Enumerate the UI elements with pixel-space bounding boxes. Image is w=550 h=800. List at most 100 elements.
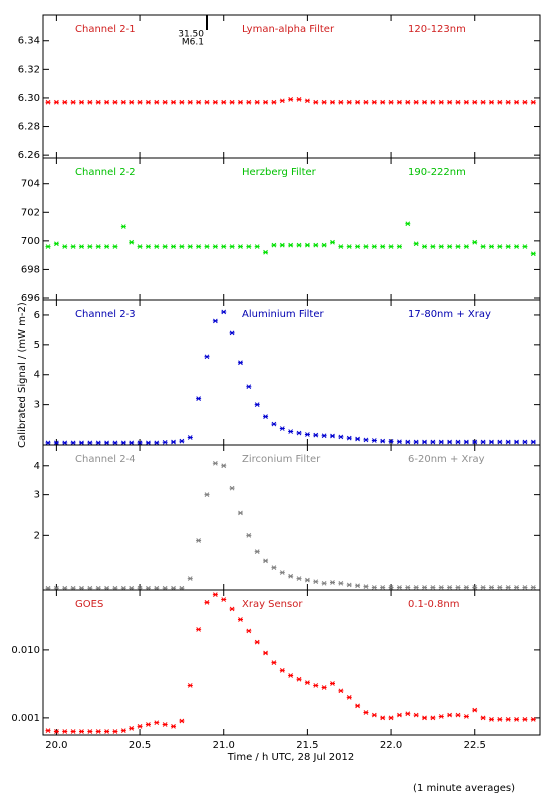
data-point [338,434,344,440]
x-tick-label: 20.5 [129,740,151,751]
data-point [371,712,377,718]
data-point [405,585,411,590]
data-point [530,99,536,105]
data-point [304,577,310,583]
panel-label: 190-222nm [408,167,466,178]
data-point [179,99,185,105]
data-point [463,439,469,445]
data-point [338,244,344,249]
data-point [95,99,101,105]
data-point [447,585,453,590]
data-point [422,244,428,249]
data-point [430,585,436,590]
data-point [120,728,126,733]
data-point [488,439,494,445]
data-point [363,244,369,249]
data-point [455,712,461,718]
data-point [45,244,51,249]
data-point [447,244,453,249]
data-point [530,717,536,722]
flare-time: 31.50 [178,30,204,40]
data-point [522,439,528,445]
data-point [70,244,76,249]
y-tick-label: 698 [21,264,40,275]
data-point [62,729,68,734]
data-point [263,414,269,419]
data-point [413,712,419,718]
data-point [254,244,260,249]
data-point [413,439,419,445]
data-point [187,576,193,581]
data-point [145,722,151,727]
data-point [396,585,402,590]
data-point [380,99,386,105]
panel-label: Channel 2-3 [75,309,136,320]
data-point [514,585,520,590]
data-point [45,99,51,105]
data-point [237,99,243,105]
data-point [271,242,277,248]
data-point [120,224,126,229]
data-point [229,606,235,612]
data-point [129,726,135,731]
panel-label: 6-20nm + Xray [408,454,485,465]
data-point [279,242,285,248]
data-point [254,549,260,554]
panel-label: Aluminium Filter [242,309,325,320]
data-point [480,99,486,105]
data-point [221,309,227,315]
y-tick-label: 6.34 [18,36,40,47]
data-point [363,99,369,105]
data-point [380,244,386,249]
data-point [271,565,277,570]
data-point [288,573,294,579]
y-tick-label: 3 [34,400,40,411]
data-point [371,585,377,590]
y-axis-label: Calibrated Signal / (mW m-2) [17,302,28,448]
y-tick-label: 3 [34,490,40,501]
data-point [62,99,68,105]
data-point [87,440,93,446]
data-point [78,440,84,446]
data-point [313,432,319,438]
data-point [497,439,503,445]
data-point [447,99,453,105]
data-point [497,585,503,590]
data-point [212,460,218,466]
data-point [263,249,269,255]
data-point [137,724,143,729]
data-point [388,715,394,721]
data-point [70,729,76,734]
data-point [363,584,369,589]
data-point [355,703,361,709]
data-point [329,580,335,585]
data-point [480,439,486,445]
data-point [212,318,218,324]
data-point [296,576,302,581]
data-point [321,685,327,690]
x-tick-label: 21.5 [296,740,318,751]
panel-label: 0.1-0.8nm [408,599,460,610]
data-point [112,244,118,249]
data-point [463,244,469,249]
data-point [263,99,269,105]
data-point [196,538,202,543]
data-point [196,99,202,105]
data-point [145,99,151,105]
x-tick-label: 22.0 [380,740,402,751]
data-point [438,714,444,719]
data-point [279,426,285,431]
data-point [329,239,335,245]
data-point [505,717,511,722]
data-point [388,439,394,444]
data-point [162,244,168,249]
data-point [304,680,310,685]
data-point [455,244,461,249]
data-point [522,717,528,722]
data-point [237,360,243,366]
panel-label: GOES [75,599,103,610]
data-point [480,715,486,721]
data-point [522,99,528,105]
data-point [329,681,335,686]
data-point [70,99,76,105]
